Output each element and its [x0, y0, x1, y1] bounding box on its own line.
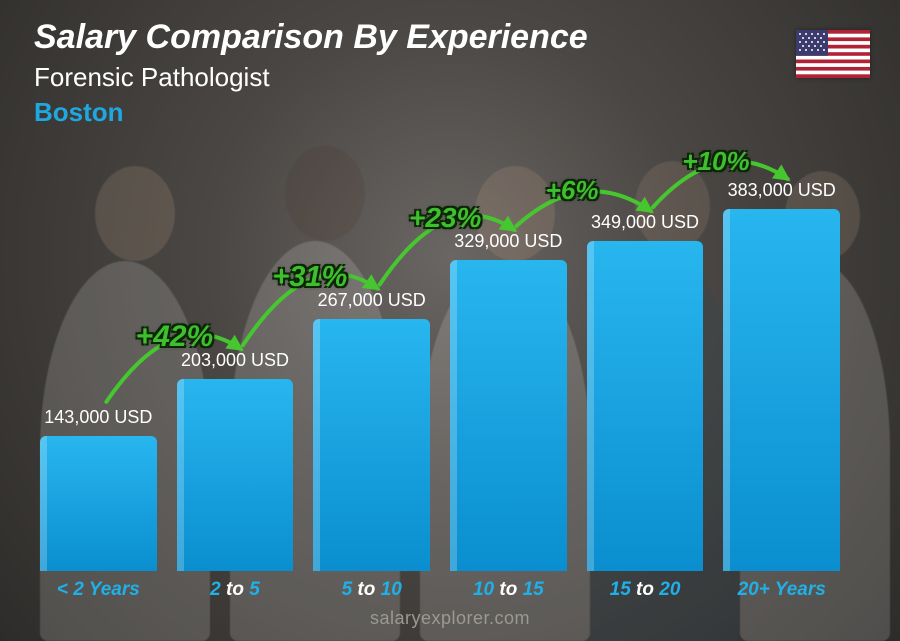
x-label: 15 to 20	[587, 579, 704, 601]
growth-label: +6%	[546, 175, 599, 206]
growth-label: +42%	[136, 320, 214, 354]
bar: 143,000 USD	[40, 436, 157, 571]
growth-label: +10%	[682, 146, 749, 177]
title-location: Boston	[34, 97, 588, 128]
bar: 267,000 USD	[313, 319, 430, 571]
infographic-stage: Salary Comparison By Experience Forensic…	[0, 0, 900, 641]
source-credit: salaryexplorer.com	[0, 608, 900, 629]
growth-label: +31%	[272, 261, 347, 294]
bar-wrap: 203,000 USD	[177, 150, 294, 571]
bar-wrap: 143,000 USD	[40, 150, 157, 571]
title-block: Salary Comparison By Experience Forensic…	[34, 20, 588, 128]
x-label: 20+ Years	[723, 579, 840, 601]
bar-value-label: 383,000 USD	[728, 180, 836, 201]
bar-chart: 143,000 USD203,000 USD267,000 USD329,000…	[40, 150, 840, 571]
x-label: < 2 Years	[40, 579, 157, 601]
bar-wrap: 383,000 USD	[723, 150, 840, 571]
x-label: 10 to 15	[450, 579, 567, 601]
title-subtitle: Forensic Pathologist	[34, 62, 588, 93]
x-axis-labels: < 2 Years 2 to 5 5 to 10 10 to 15 15 to 20 20…	[40, 579, 840, 601]
bar-value-label: 349,000 USD	[591, 212, 699, 233]
x-label: 5 to 10	[313, 579, 430, 601]
flag-icon	[796, 30, 870, 78]
x-label: 2 to 5	[177, 579, 294, 601]
growth-label: +23%	[409, 202, 481, 234]
bar: 383,000 USD	[723, 209, 840, 571]
bar-value-label: 143,000 USD	[44, 407, 152, 428]
bar: 329,000 USD	[450, 260, 567, 571]
bar: 203,000 USD	[177, 379, 294, 571]
bar: 349,000 USD	[587, 241, 704, 571]
title-main: Salary Comparison By Experience	[34, 20, 588, 56]
bar-wrap: 349,000 USD	[587, 150, 704, 571]
